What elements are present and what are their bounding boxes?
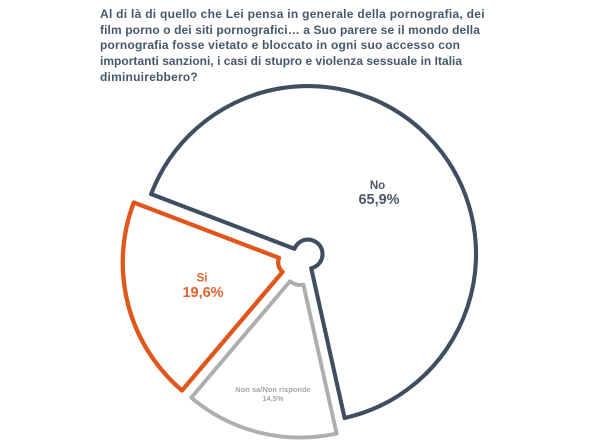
svg-text:Si: Si [197,273,208,285]
svg-text:14,5%: 14,5% [262,394,284,403]
svg-text:65,9%: 65,9% [358,192,399,208]
svg-text:19,6%: 19,6% [182,285,223,301]
svg-text:Non sa/Non risponde: Non sa/Non risponde [235,385,310,394]
svg-text:No: No [370,180,385,192]
